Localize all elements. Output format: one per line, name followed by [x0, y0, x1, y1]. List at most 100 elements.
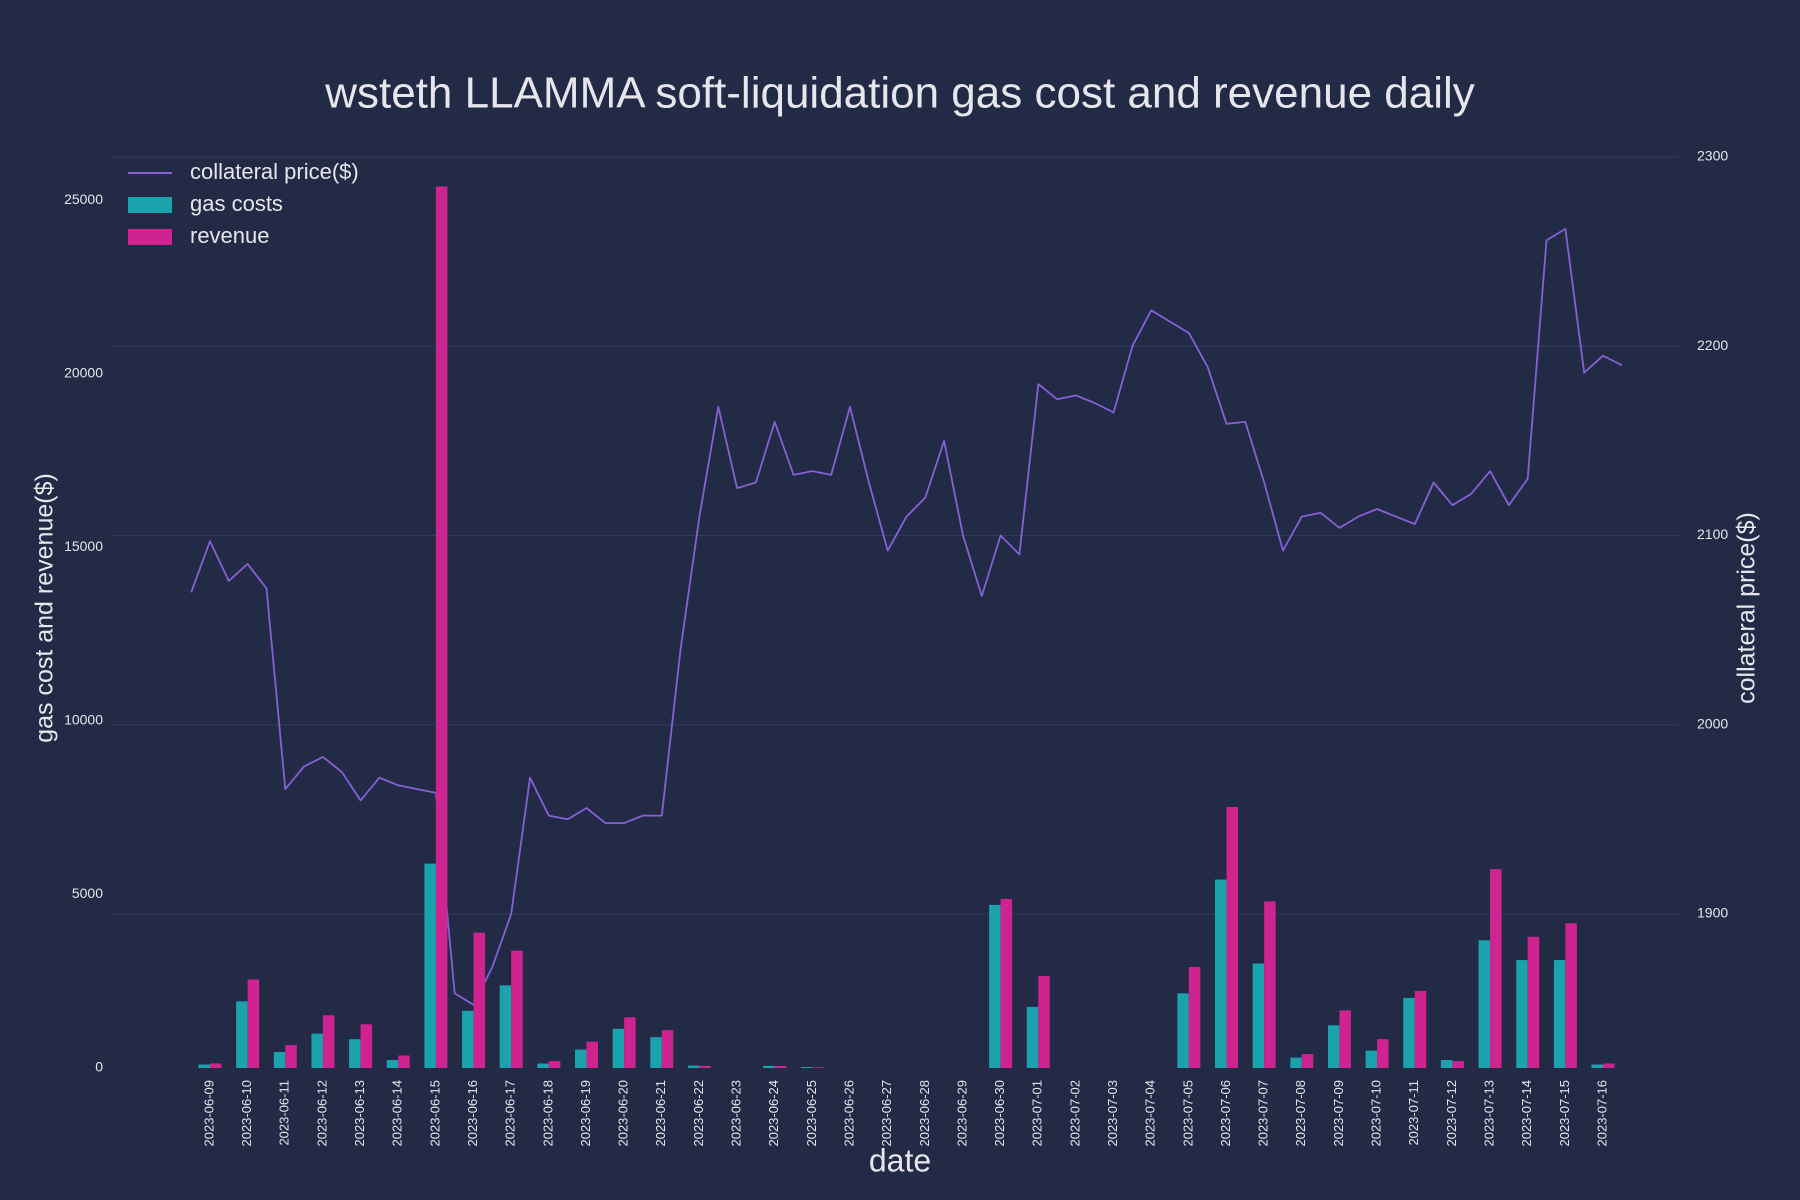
- legend: collateral price($) gas costs revenue: [128, 159, 359, 248]
- bar: [1365, 1050, 1378, 1068]
- y-axis-title: gas cost and revenue($): [31, 473, 59, 743]
- x-tick-label: 2023-06-28: [917, 1080, 932, 1147]
- x-tick-label: 2023-06-19: [578, 1080, 593, 1147]
- bar: [1414, 990, 1427, 1068]
- bar: [624, 1017, 636, 1068]
- bar: [424, 863, 436, 1068]
- bar: [322, 1015, 335, 1068]
- y2-tick-label: 1900: [1697, 905, 1728, 921]
- bar: [311, 1033, 323, 1068]
- x-tick-label: 2023-07-06: [1218, 1080, 1233, 1147]
- bar: [1553, 960, 1566, 1068]
- bar: [435, 186, 448, 1069]
- y2-tick-label: 2000: [1697, 715, 1728, 731]
- bar: [989, 904, 1001, 1068]
- x-tick-label: 2023-07-04: [1143, 1080, 1158, 1147]
- bar: [1478, 940, 1491, 1068]
- bar: [349, 1039, 361, 1068]
- bar: [499, 985, 512, 1068]
- x-tick-label: 2023-07-15: [1557, 1080, 1572, 1147]
- x-tick-label: 2023-06-10: [239, 1080, 254, 1147]
- plot-area: [190, 186, 1623, 1069]
- bar: [1264, 901, 1276, 1068]
- y-tick-label: 10000: [64, 712, 103, 728]
- y-tick-label: 15000: [64, 538, 103, 554]
- bar: [1603, 1063, 1615, 1068]
- y2-axis-title: collateral price($): [1733, 512, 1761, 704]
- bar: [360, 1024, 373, 1068]
- bar: [1177, 993, 1189, 1068]
- x-tick-label: 2023-06-14: [390, 1080, 405, 1147]
- x-tick-label: 2023-06-30: [992, 1080, 1007, 1147]
- x-tick-label: 2023-06-20: [616, 1080, 631, 1147]
- x-tick-label: 2023-06-29: [954, 1080, 969, 1147]
- x-tick-label: 2023-06-26: [841, 1080, 856, 1147]
- bar: [1327, 1025, 1340, 1068]
- bar: [548, 1061, 561, 1068]
- y2-tick-label: 2100: [1697, 526, 1728, 542]
- bar: [537, 1063, 549, 1068]
- bar: [1490, 869, 1502, 1068]
- bar: [210, 1063, 222, 1068]
- x-tick-label: 2023-07-10: [1369, 1080, 1384, 1147]
- bar: [1038, 976, 1050, 1068]
- bar: [1290, 1057, 1302, 1068]
- bar: [687, 1065, 700, 1068]
- bar: [462, 1010, 474, 1068]
- bar: [650, 1037, 662, 1068]
- bar: [1000, 898, 1013, 1068]
- bar: [763, 1065, 775, 1068]
- x-tick-label: 2023-06-12: [314, 1080, 329, 1147]
- bar: [1339, 1010, 1351, 1068]
- x-tick-label: 2023-06-09: [201, 1080, 216, 1147]
- x-tick-label: 2023-06-18: [540, 1080, 555, 1147]
- x-tick-label: 2023-07-07: [1256, 1080, 1271, 1147]
- bar: [398, 1055, 410, 1068]
- x-tick-label: 2023-06-21: [653, 1080, 668, 1147]
- bar: [774, 1065, 787, 1068]
- x-tick-label: 2023-06-25: [804, 1080, 819, 1147]
- x-tick-label: 2023-07-12: [1444, 1080, 1459, 1147]
- y-tick-label: 20000: [64, 365, 103, 381]
- legend-swatch: [128, 197, 172, 213]
- x-tick-label: 2023-07-09: [1331, 1080, 1346, 1147]
- grid: 0 5000 10000 15000 20000 25000 1900 2000 2100 220…: [64, 148, 1728, 1147]
- y-tick-label: 5000: [72, 885, 103, 901]
- y2-tick-label: 2300: [1697, 148, 1728, 164]
- bar: [1026, 1006, 1039, 1068]
- bar: [800, 1066, 813, 1068]
- bar: [586, 1041, 598, 1068]
- bar: [285, 1045, 297, 1068]
- bar: [198, 1064, 210, 1068]
- x-tick-label: 2023-07-16: [1594, 1080, 1609, 1147]
- legend-swatch: [128, 229, 172, 245]
- y-tick-label: 0: [95, 1059, 103, 1075]
- x-tick-label: 2023-06-11: [277, 1080, 292, 1146]
- bar: [1226, 807, 1239, 1068]
- x-tick-label: 2023-07-14: [1519, 1080, 1534, 1147]
- y-tick-label: 25000: [64, 191, 103, 207]
- x-tick-label: 2023-06-15: [427, 1080, 442, 1147]
- price-line: [190, 228, 1623, 1006]
- x-tick-label: 2023-07-13: [1481, 1080, 1496, 1147]
- bar: [1403, 997, 1415, 1068]
- bar: [1301, 1054, 1314, 1068]
- x-tick-label: 2023-06-17: [503, 1080, 518, 1147]
- x-tick-label: 2023-06-13: [352, 1080, 367, 1147]
- x-tick-label: 2023-06-23: [729, 1080, 744, 1147]
- bar: [1188, 967, 1201, 1068]
- x-tick-label: 2023-06-22: [691, 1080, 706, 1147]
- bar: [574, 1049, 587, 1068]
- bar: [1565, 923, 1577, 1068]
- bar: [236, 1001, 248, 1068]
- legend-label: collateral price($): [190, 159, 359, 184]
- x-tick-label: 2023-07-11: [1406, 1080, 1421, 1146]
- bar: [812, 1067, 824, 1068]
- bar: [247, 979, 260, 1068]
- legend-label: revenue: [190, 223, 270, 248]
- bar: [1591, 1064, 1603, 1068]
- bar: [1452, 1061, 1464, 1068]
- bar: [511, 950, 523, 1068]
- bar: [699, 1065, 711, 1068]
